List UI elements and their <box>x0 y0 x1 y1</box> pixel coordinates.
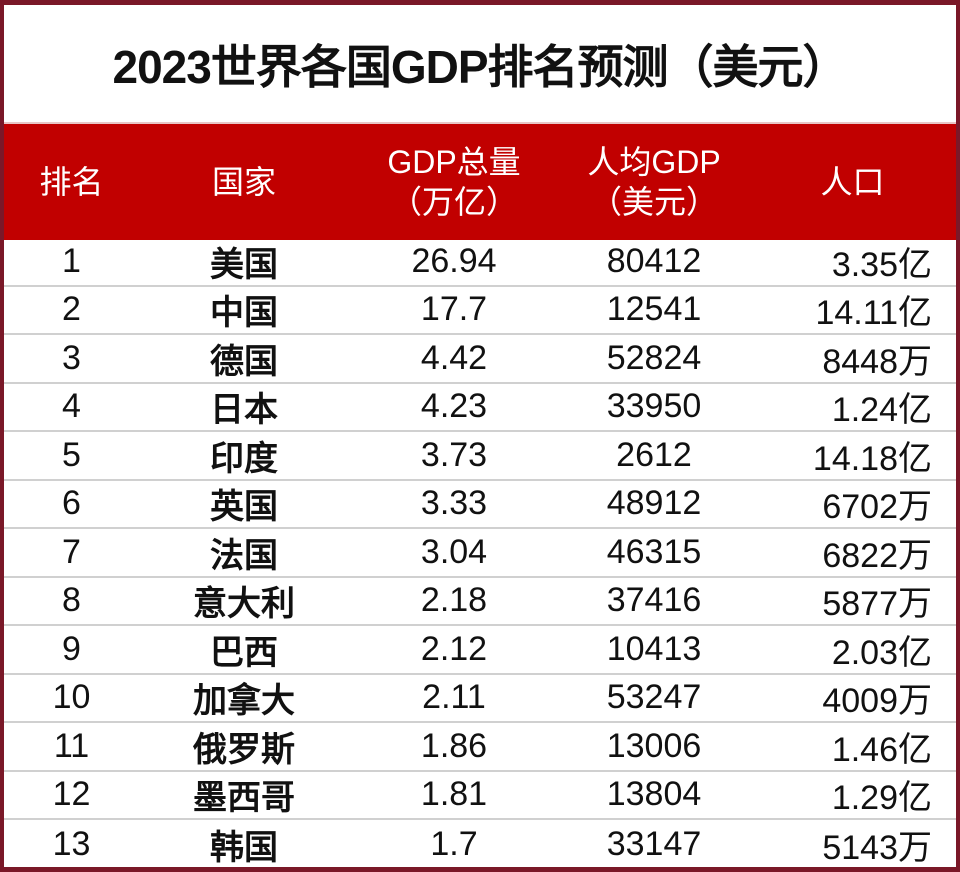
table-row: 7 法国 3.04 46315 6822万 <box>4 529 956 578</box>
country-cell: 韩国 <box>210 828 278 867</box>
rank-cell: 4 <box>62 387 81 426</box>
per-capita-cell: 52824 <box>606 338 702 377</box>
population-cell: 4009万 <box>822 682 932 721</box>
country-cell: 德国 <box>210 342 278 381</box>
country-cell: 印度 <box>210 439 278 478</box>
header-per-capita-unit: （美元） <box>589 184 718 220</box>
population-cell: 8448万 <box>822 342 932 381</box>
header-country: 国家 <box>139 162 349 202</box>
table-row: 12 墨西哥 1.81 13804 1.29亿 <box>4 772 956 820</box>
country-cell: 俄罗斯 <box>193 730 295 769</box>
country-cell: 英国 <box>210 488 278 527</box>
rank-cell: 10 <box>52 678 91 717</box>
gdp-cell: 4.23 <box>420 387 488 426</box>
table-row: 3 德国 4.42 52824 8448万 <box>4 335 956 384</box>
rank-cell: 2 <box>62 290 81 329</box>
population-cell: 14.18亿 <box>812 439 932 478</box>
gdp-cell: 3.04 <box>420 532 488 571</box>
gdp-cell: 17.7 <box>420 290 488 329</box>
header-gdp-unit: （万亿） <box>389 184 518 220</box>
country-cell: 墨西哥 <box>193 779 295 818</box>
rank-cell: 9 <box>62 629 81 668</box>
population-cell: 1.29亿 <box>831 779 932 818</box>
population-cell: 1.24亿 <box>831 391 932 430</box>
population-cell: 1.46亿 <box>831 730 932 769</box>
country-cell: 中国 <box>210 294 278 333</box>
population-cell: 6822万 <box>822 536 932 575</box>
gdp-cell: 1.81 <box>420 775 488 814</box>
per-capita-cell: 46315 <box>606 532 702 571</box>
table-row: 6 英国 3.33 48912 6702万 <box>4 481 956 529</box>
gdp-cell: 26.94 <box>411 241 497 280</box>
per-capita-cell: 13006 <box>606 726 702 765</box>
rank-cell: 7 <box>62 532 81 571</box>
header-gdp: GDP总量 （万亿） <box>349 142 559 222</box>
header-per-capita-label: 人均GDP <box>587 144 721 180</box>
population-cell: 6702万 <box>822 488 932 527</box>
country-cell: 加拿大 <box>193 682 295 721</box>
header-gdp-label: GDP总量 <box>387 144 521 180</box>
header-per-capita: 人均GDP （美元） <box>559 142 749 222</box>
rank-cell: 3 <box>62 338 81 377</box>
table-row: 1 美国 26.94 80412 3.35亿 <box>4 238 956 287</box>
per-capita-cell: 13804 <box>606 775 702 814</box>
gdp-cell: 1.7 <box>430 824 478 863</box>
gdp-cell: 2.11 <box>422 678 486 717</box>
country-cell: 意大利 <box>193 585 295 624</box>
per-capita-cell: 2612 <box>616 435 692 474</box>
table-row: 4 日本 4.23 33950 1.24亿 <box>4 384 956 432</box>
per-capita-cell: 10413 <box>606 629 702 668</box>
table-row: 5 印度 3.73 2612 14.18亿 <box>4 432 956 481</box>
gdp-cell: 2.18 <box>420 581 488 620</box>
table-header: 排名 国家 GDP总量 （万亿） 人均GDP （美元） 人口 <box>4 122 956 240</box>
gdp-cell: 1.86 <box>420 726 488 765</box>
population-cell: 2.03亿 <box>831 633 932 672</box>
table-row: 11 俄罗斯 1.86 13006 1.46亿 <box>4 723 956 772</box>
rank-cell: 5 <box>62 435 81 474</box>
table-row: 13 韩国 1.7 33147 5143万 <box>4 820 956 869</box>
country-cell: 日本 <box>210 391 278 430</box>
population-cell: 14.11亿 <box>815 294 932 333</box>
per-capita-cell: 33950 <box>606 387 702 426</box>
per-capita-cell: 12541 <box>606 290 702 329</box>
country-cell: 法国 <box>210 536 278 575</box>
gdp-cell: 3.33 <box>420 484 488 523</box>
header-population-label: 人口 <box>820 164 885 200</box>
rank-cell: 1 <box>62 241 81 280</box>
per-capita-cell: 33147 <box>606 824 702 863</box>
rank-cell: 11 <box>53 726 90 765</box>
header-country-label: 国家 <box>211 164 276 200</box>
country-cell: 美国 <box>210 245 278 284</box>
population-cell: 5877万 <box>822 585 932 624</box>
rank-cell: 12 <box>52 775 91 814</box>
table-row: 9 巴西 2.12 10413 2.03亿 <box>4 626 956 675</box>
per-capita-cell: 80412 <box>606 241 702 280</box>
table-row: 10 加拿大 2.11 53247 4009万 <box>4 675 956 723</box>
header-population: 人口 <box>749 162 956 202</box>
per-capita-cell: 48912 <box>606 484 702 523</box>
page-title: 2023世界各国GDP排名预测（美元） <box>112 40 848 93</box>
rank-cell: 6 <box>62 484 81 523</box>
per-capita-cell: 37416 <box>606 581 702 620</box>
table-body: 1 美国 26.94 80412 3.35亿 2 中国 17.7 12541 14.11亿 3 德国 4… <box>4 238 956 867</box>
rank-cell: 8 <box>62 581 81 620</box>
rank-cell: 13 <box>52 824 91 863</box>
population-cell: 3.35亿 <box>831 245 932 284</box>
country-cell: 巴西 <box>210 633 278 672</box>
population-cell: 5143万 <box>822 828 932 867</box>
per-capita-cell: 53247 <box>606 678 702 717</box>
gdp-cell: 2.12 <box>420 629 488 668</box>
table-row: 8 意大利 2.18 37416 5877万 <box>4 578 956 626</box>
gdp-cell: 3.73 <box>420 435 488 474</box>
header-rank-label: 排名 <box>39 164 104 200</box>
header-rank: 排名 <box>4 162 139 202</box>
gdp-cell: 4.42 <box>420 338 488 377</box>
table-row: 2 中国 17.7 12541 14.11亿 <box>4 287 956 335</box>
